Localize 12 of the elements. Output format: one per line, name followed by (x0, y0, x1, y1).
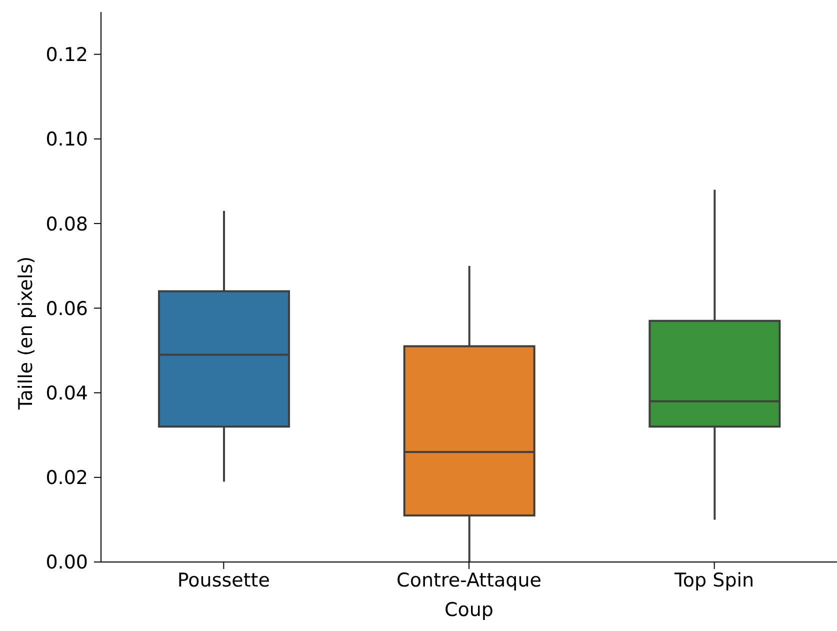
y-tick-label: 0.06 (46, 298, 88, 320)
y-tick-label: 0.08 (46, 213, 88, 236)
x-tick-label: Contre-Attaque (396, 569, 542, 592)
y-tick-label: 0.12 (46, 44, 88, 66)
y-tick-label: 0.00 (46, 552, 88, 574)
x-tick-label: Poussette (177, 569, 270, 592)
y-tick-label: 0.10 (46, 128, 88, 151)
y-axis-title: Taille (en pixels) (15, 256, 37, 411)
x-axis-title: Coup (444, 599, 494, 621)
y-tick-label: 0.02 (46, 467, 88, 490)
y-tick-label: 0.04 (46, 382, 88, 405)
x-tick-label: Top Spin (674, 569, 754, 592)
